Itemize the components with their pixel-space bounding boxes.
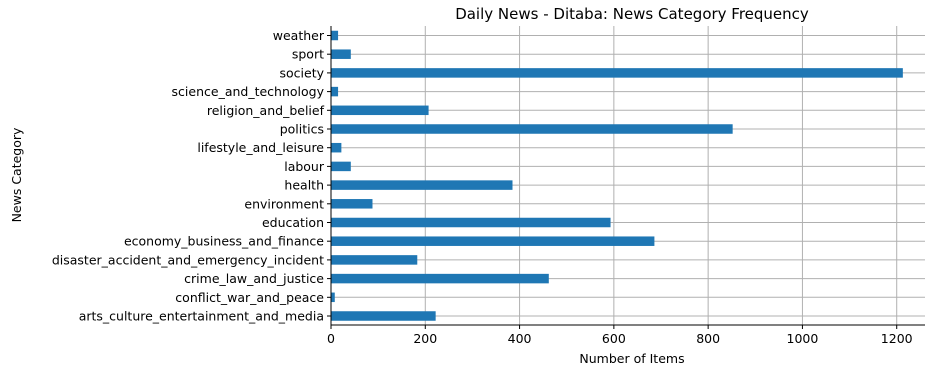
y-tick-label: economy_business_and_finance [124,234,324,249]
x-tick-label: 400 [508,331,532,346]
bar-politics [331,124,733,134]
y-axis-label: News Category [9,127,24,222]
x-tick-label: 1200 [881,331,913,346]
bar-economy_business_and_finance [331,236,655,246]
bar-disaster_accident_and_emergency_incident [331,255,418,265]
bar-science_and_technology [331,86,339,97]
x-tick-label: 600 [602,331,626,346]
y-tick-label: science_and_technology [172,84,325,99]
x-tick-labels: 0 200 400 600 800 1000 1200 [327,325,913,346]
bar-society [331,68,903,78]
x-tick-label: 0 [327,331,335,346]
bar-sport [331,49,351,59]
x-tick-label: 1000 [787,331,819,346]
bars [331,30,903,321]
y-tick-label: society [280,65,325,80]
bar-education [331,217,611,228]
bar-religion_and_belief [331,105,429,116]
y-tick-label: health [284,178,324,193]
bar-environment [331,199,373,209]
bar-labour [331,161,351,172]
y-tick-label: weather [273,28,325,43]
y-tick-label: religion_and_belief [207,103,325,118]
y-tick-label: sport [292,47,324,62]
y-tick-label: labour [284,159,325,174]
bar-health [331,180,513,190]
chart-title: Daily News - Ditaba: News Category Frequ… [455,5,809,23]
bar-weather [331,30,339,41]
y-tick-label: crime_law_and_justice [184,271,324,286]
bar-conflict_war_and_peace [331,292,335,303]
x-axis-label: Number of Items [579,351,684,366]
x-tick-label: 200 [413,331,437,346]
bar-crime_law_and_justice [331,273,549,284]
y-tick-label: lifestyle_and_leisure [197,140,324,155]
y-tick-label: politics [280,122,324,137]
y-tick-label: arts_culture_entertainment_and_media [79,309,324,324]
y-tick-label: environment [244,196,324,211]
bar-lifestyle_and_leisure [331,142,342,153]
y-tick-labels: arts_culture_entertainment_and_media conf… [52,28,331,324]
y-tick-label: conflict_war_and_peace [175,290,324,305]
y-tick-label: education [262,215,324,230]
bar-arts_culture_entertainment_and_media [331,311,436,321]
y-tick-label: disaster_accident_and_emergency_incident [52,252,324,267]
x-tick-label: 800 [696,331,720,346]
